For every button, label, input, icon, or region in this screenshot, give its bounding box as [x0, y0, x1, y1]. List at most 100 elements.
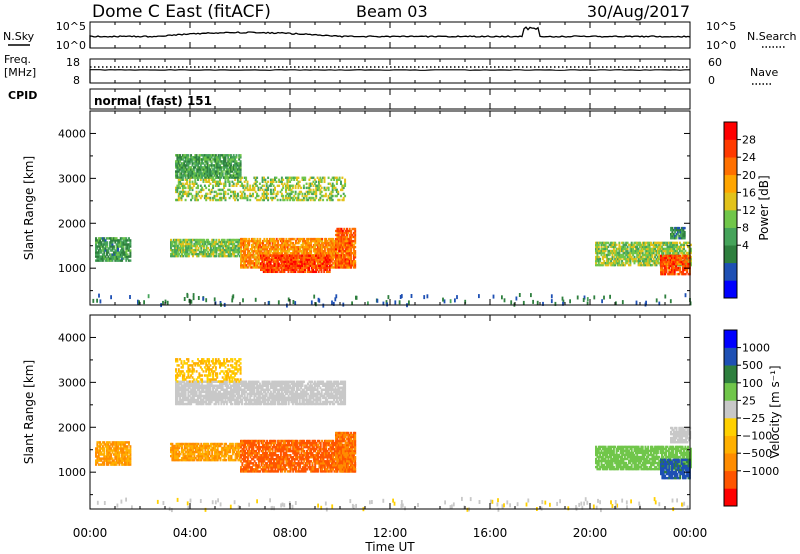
- range-gate-cell: [196, 252, 199, 256]
- range-gate-cell: [304, 243, 307, 247]
- range-gate-cell: [252, 192, 254, 196]
- range-gate-cell: [350, 229, 353, 233]
- range-gate-cell: [223, 160, 226, 163]
- range-gate-cell: [676, 254, 679, 258]
- range-gate-cell: [636, 251, 639, 255]
- range-gate-cell: [107, 457, 110, 460]
- range-gate-cell: [125, 453, 128, 456]
- range-gate-cell: [125, 259, 128, 262]
- range-gate-cell: [223, 154, 226, 157]
- range-gate-cell: [623, 245, 626, 249]
- range-gate-cell: [128, 457, 130, 460]
- range-gate-cell: [246, 182, 249, 186]
- range-gate-cell: [119, 449, 122, 452]
- range-gate-cell: [232, 158, 235, 161]
- range-gate-cell: [222, 448, 225, 452]
- range-gate-cell: [106, 459, 108, 462]
- range-gate-cell: [634, 245, 637, 249]
- range-gate-cell: [101, 247, 104, 250]
- range-gate-cell: [184, 190, 187, 194]
- range-gate-cell: [214, 246, 216, 250]
- range-gate-cell: [122, 447, 125, 450]
- range-gate-cell: [277, 248, 280, 251]
- range-gate-cell: [226, 254, 229, 258]
- range-gate-cell: [114, 255, 117, 258]
- range-gate-cell: [297, 264, 300, 268]
- range-gate-cell: [634, 249, 637, 253]
- range-gate-cell: [619, 257, 622, 261]
- range-gate-cell: [276, 262, 279, 266]
- range-gate-cell: [193, 458, 196, 462]
- range-gate-cell: [677, 272, 680, 276]
- range-gate-cell: [309, 264, 312, 268]
- range-gate-cell: [232, 174, 235, 177]
- range-gate-cell: [289, 241, 292, 245]
- range-gate-cell: [341, 262, 344, 265]
- range-gate-cell: [682, 232, 685, 236]
- range-gate-cell: [179, 254, 182, 258]
- range-gate-cell: [202, 178, 205, 182]
- range-gate-cell: [172, 252, 175, 256]
- range-gate-cell: [171, 456, 174, 460]
- range-gate-cell: [611, 245, 614, 249]
- range-gate-cell: [181, 188, 184, 192]
- range-gate-cell: [200, 458, 203, 462]
- range-gate-cell: [96, 459, 99, 462]
- range-gate-cell: [103, 255, 106, 258]
- range-gate-cell: [271, 256, 273, 259]
- range-gate-cell: [220, 250, 223, 254]
- range-gate-cell: [222, 244, 225, 248]
- range-gate-cell: [254, 297, 257, 302]
- range-gate-cell: [673, 262, 676, 266]
- range-gate-cell: [277, 245, 280, 249]
- range-gate-cell: [227, 188, 230, 192]
- range-gate-cell: [236, 198, 239, 202]
- range-gate-cell: [188, 192, 191, 196]
- range-gate-cell: [263, 243, 266, 247]
- range-gate-cell: [268, 262, 271, 266]
- range-gate-cell: [277, 241, 280, 245]
- range-gate-cell: [626, 249, 629, 253]
- range-gate-cell: [220, 192, 223, 196]
- range-gate-cell: [321, 264, 324, 268]
- range-gate-cell: [312, 260, 315, 263]
- range-gate-cell: [263, 248, 266, 251]
- range-gate-cell: [118, 239, 121, 242]
- range-gate-cell: [252, 186, 254, 190]
- range-gate-cell: [274, 250, 277, 253]
- range-gate-cell: [194, 240, 197, 244]
- range-gate-cell: [348, 256, 351, 259]
- range-gate-cell: [95, 259, 97, 262]
- range-gate-cell: [671, 270, 673, 274]
- range-gate-cell: [644, 241, 647, 245]
- range-gate-cell: [235, 196, 238, 200]
- range-gate-cell: [97, 453, 100, 456]
- range-gate-cell: [238, 238, 241, 242]
- range-gate-cell: [344, 256, 347, 259]
- range-gate-cell: [186, 444, 189, 448]
- range-gate-cell: [96, 445, 99, 448]
- range-gate-cell: [101, 239, 104, 242]
- range-gate-cell: [670, 245, 673, 249]
- range-gate-cell: [279, 264, 282, 268]
- range-gate-cell: [266, 258, 269, 261]
- range-gate-cell: [290, 196, 293, 200]
- range-gate-cell: [191, 168, 194, 171]
- range-gate-cell: [310, 270, 313, 274]
- range-gate-cell: [286, 264, 289, 268]
- range-gate-cell: [629, 255, 632, 259]
- range-gate-cell: [317, 241, 319, 245]
- range-gate-cell: [104, 443, 107, 446]
- range-gate-cell: [346, 245, 348, 249]
- range-gate-cell: [230, 176, 232, 179]
- range-gate-cell: [183, 164, 186, 167]
- range-gate-cell: [284, 260, 287, 263]
- range-gate-cell: [179, 158, 182, 161]
- range-gate-cell: [112, 453, 115, 456]
- range-gate-cell: [218, 442, 221, 446]
- range-gate-cell: [286, 250, 289, 253]
- range-gate-cell: [681, 226, 683, 230]
- range-gate-cell: [121, 253, 124, 256]
- range-gate-cell: [203, 244, 205, 248]
- range-gate-cell: [219, 248, 222, 252]
